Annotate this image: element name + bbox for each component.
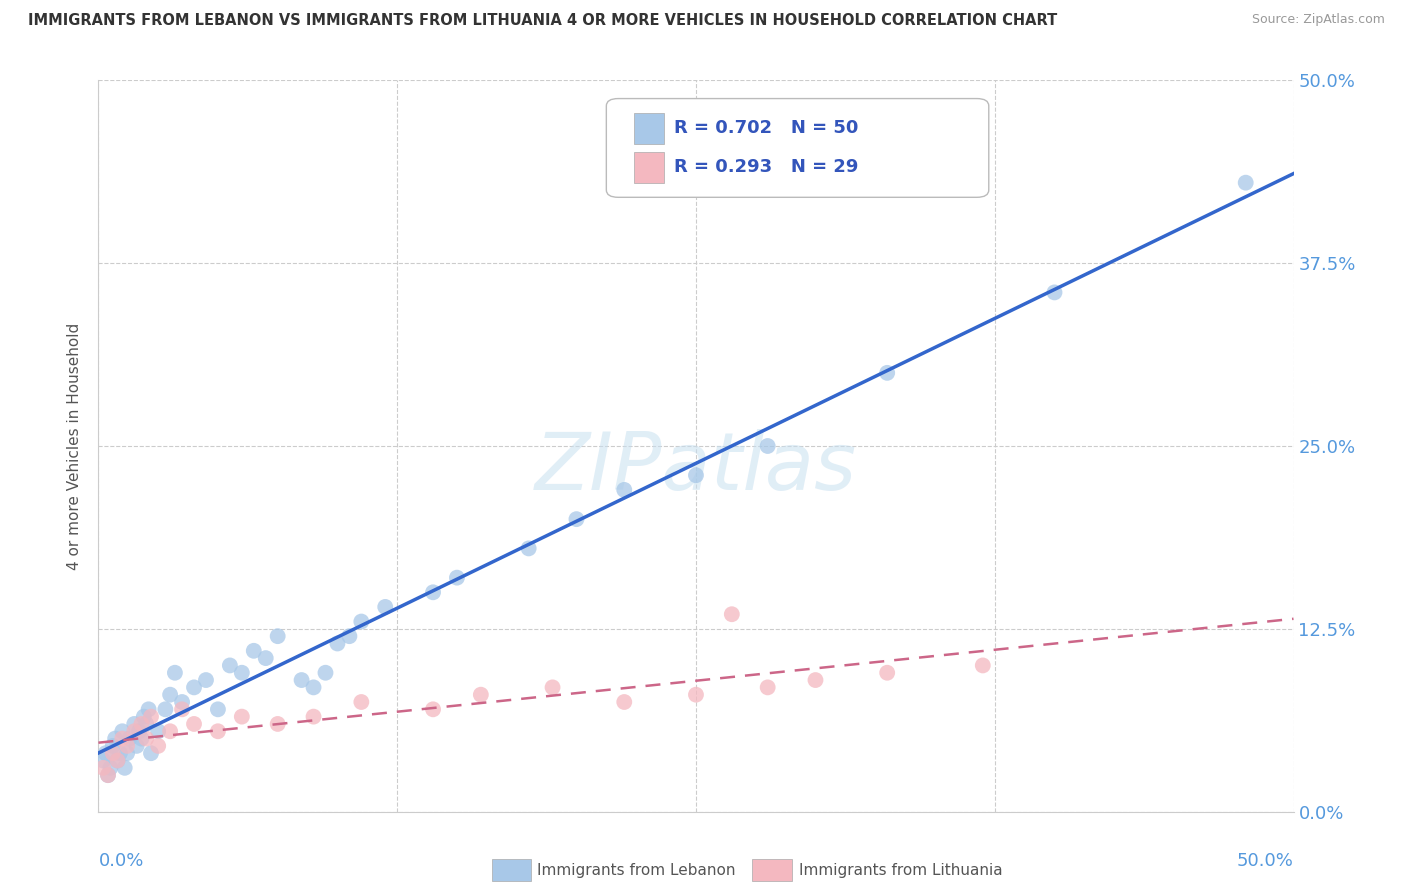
Point bbox=[172, 695, 194, 709]
Point bbox=[195, 673, 218, 687]
Text: Immigrants from Lebanon: Immigrants from Lebanon bbox=[537, 863, 735, 878]
Text: ZIPatlas: ZIPatlas bbox=[534, 429, 858, 507]
Point bbox=[172, 702, 194, 716]
Point bbox=[231, 665, 253, 680]
Point bbox=[302, 681, 325, 695]
Text: 50.0%: 50.0% bbox=[1237, 852, 1294, 870]
Point bbox=[972, 658, 994, 673]
Text: R = 0.702   N = 50: R = 0.702 N = 50 bbox=[675, 119, 859, 136]
Point bbox=[876, 366, 898, 380]
Point bbox=[131, 731, 153, 746]
Point bbox=[315, 665, 337, 680]
Point bbox=[422, 702, 444, 716]
Point bbox=[114, 761, 136, 775]
Point bbox=[326, 636, 349, 650]
Point bbox=[207, 724, 229, 739]
Point bbox=[101, 746, 124, 760]
Point bbox=[97, 768, 120, 782]
Point bbox=[565, 512, 588, 526]
Point bbox=[124, 717, 146, 731]
Point bbox=[107, 754, 129, 768]
Text: 0.0%: 0.0% bbox=[98, 852, 143, 870]
Point bbox=[517, 541, 540, 556]
Point bbox=[339, 629, 361, 643]
Point bbox=[207, 702, 229, 716]
Point bbox=[159, 724, 181, 739]
Point bbox=[756, 681, 779, 695]
Point bbox=[139, 709, 162, 723]
Point bbox=[148, 724, 170, 739]
Point bbox=[291, 673, 314, 687]
Point bbox=[183, 681, 205, 695]
Point bbox=[267, 629, 290, 643]
Point bbox=[148, 739, 170, 753]
Point bbox=[350, 695, 373, 709]
Point bbox=[124, 724, 146, 739]
Point bbox=[685, 688, 707, 702]
Y-axis label: 4 or more Vehicles in Household: 4 or more Vehicles in Household bbox=[67, 322, 83, 570]
Text: R = 0.293   N = 29: R = 0.293 N = 29 bbox=[675, 158, 859, 176]
Point bbox=[1234, 176, 1257, 190]
Point bbox=[159, 688, 181, 702]
Point bbox=[541, 681, 564, 695]
Point bbox=[876, 665, 898, 680]
Text: IMMIGRANTS FROM LEBANON VS IMMIGRANTS FROM LITHUANIA 4 OR MORE VEHICLES IN HOUSE: IMMIGRANTS FROM LEBANON VS IMMIGRANTS FR… bbox=[28, 13, 1057, 29]
Point bbox=[350, 615, 373, 629]
Point bbox=[131, 717, 153, 731]
Point bbox=[107, 754, 129, 768]
Point bbox=[219, 658, 242, 673]
Point bbox=[104, 731, 127, 746]
Point bbox=[108, 746, 131, 760]
Point bbox=[118, 731, 141, 746]
Point bbox=[91, 754, 114, 768]
Point bbox=[254, 651, 277, 665]
Point bbox=[125, 739, 148, 753]
Point bbox=[115, 739, 138, 753]
Point bbox=[446, 571, 468, 585]
Point bbox=[756, 439, 779, 453]
Point bbox=[135, 731, 157, 746]
FancyBboxPatch shape bbox=[606, 99, 988, 197]
Point bbox=[302, 709, 325, 723]
Point bbox=[685, 468, 707, 483]
Point bbox=[243, 644, 266, 658]
Point bbox=[155, 702, 177, 716]
Point bbox=[613, 695, 636, 709]
Point bbox=[183, 717, 205, 731]
Point bbox=[132, 709, 155, 723]
Point bbox=[111, 731, 134, 746]
Point bbox=[97, 768, 120, 782]
Point bbox=[1043, 285, 1066, 300]
Text: Source: ZipAtlas.com: Source: ZipAtlas.com bbox=[1251, 13, 1385, 27]
Point bbox=[470, 688, 492, 702]
Point bbox=[115, 746, 138, 760]
Point bbox=[135, 717, 157, 731]
Point bbox=[804, 673, 827, 687]
Point bbox=[98, 761, 122, 775]
Point bbox=[128, 724, 150, 739]
FancyBboxPatch shape bbox=[634, 113, 664, 144]
Text: Immigrants from Lithuania: Immigrants from Lithuania bbox=[799, 863, 1002, 878]
Point bbox=[94, 746, 117, 760]
Point bbox=[91, 761, 114, 775]
Point bbox=[721, 607, 744, 622]
Point bbox=[231, 709, 253, 723]
Point bbox=[613, 483, 636, 497]
Point bbox=[374, 599, 396, 614]
Point bbox=[138, 702, 160, 716]
Point bbox=[163, 665, 186, 680]
Point bbox=[422, 585, 444, 599]
Point bbox=[111, 724, 134, 739]
FancyBboxPatch shape bbox=[634, 152, 664, 183]
Point bbox=[267, 717, 290, 731]
Point bbox=[101, 739, 124, 753]
Point bbox=[139, 746, 162, 760]
